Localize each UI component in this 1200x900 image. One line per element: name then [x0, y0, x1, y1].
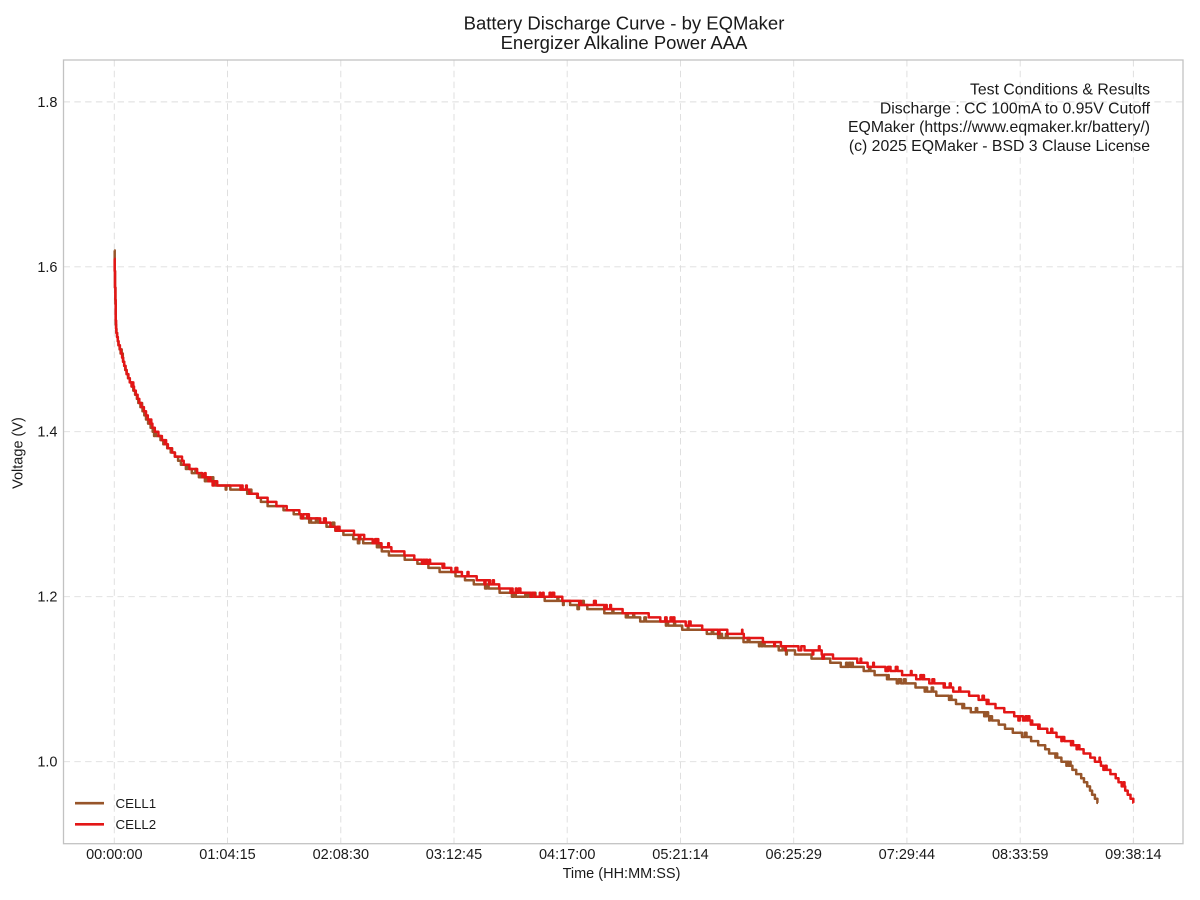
svg-text:00:00:00: 00:00:00 — [86, 847, 142, 863]
svg-text:1.2: 1.2 — [37, 590, 57, 606]
svg-text:1.0: 1.0 — [37, 755, 57, 771]
svg-text:Test Conditions & Results: Test Conditions & Results — [970, 81, 1150, 98]
svg-text:03:12:45: 03:12:45 — [426, 847, 482, 863]
svg-text:EQMaker (https://www.eqmaker.k: EQMaker (https://www.eqmaker.kr/battery/… — [848, 119, 1150, 136]
svg-text:1.6: 1.6 — [37, 260, 57, 276]
svg-text:CELL1: CELL1 — [116, 796, 157, 811]
svg-text:09:38:14: 09:38:14 — [1105, 847, 1161, 863]
svg-text:01:04:15: 01:04:15 — [199, 847, 255, 863]
svg-text:04:17:00: 04:17:00 — [539, 847, 595, 863]
svg-text:Voltage (V): Voltage (V) — [11, 417, 27, 489]
svg-text:Time (HH:MM:SS): Time (HH:MM:SS) — [563, 866, 681, 882]
svg-text:Energizer Alkaline Power AAA: Energizer Alkaline Power AAA — [501, 32, 748, 53]
svg-text:05:21:14: 05:21:14 — [652, 847, 708, 863]
svg-text:07:29:44: 07:29:44 — [879, 847, 935, 863]
svg-text:Battery Discharge Curve - by E: Battery Discharge Curve - by EQMaker — [464, 13, 785, 34]
svg-text:CELL2: CELL2 — [116, 817, 157, 832]
svg-text:Discharge : CC 100mA to 0.95V: Discharge : CC 100mA to 0.95V Cutoff — [880, 100, 1151, 117]
svg-text:1.8: 1.8 — [37, 95, 57, 111]
svg-text:02:08:30: 02:08:30 — [313, 847, 369, 863]
svg-text:(c) 2025 EQMaker - BSD 3 Claus: (c) 2025 EQMaker - BSD 3 Clause License — [849, 138, 1150, 155]
svg-text:06:25:29: 06:25:29 — [765, 847, 821, 863]
svg-text:1.4: 1.4 — [37, 425, 57, 441]
svg-text:08:33:59: 08:33:59 — [992, 847, 1048, 863]
